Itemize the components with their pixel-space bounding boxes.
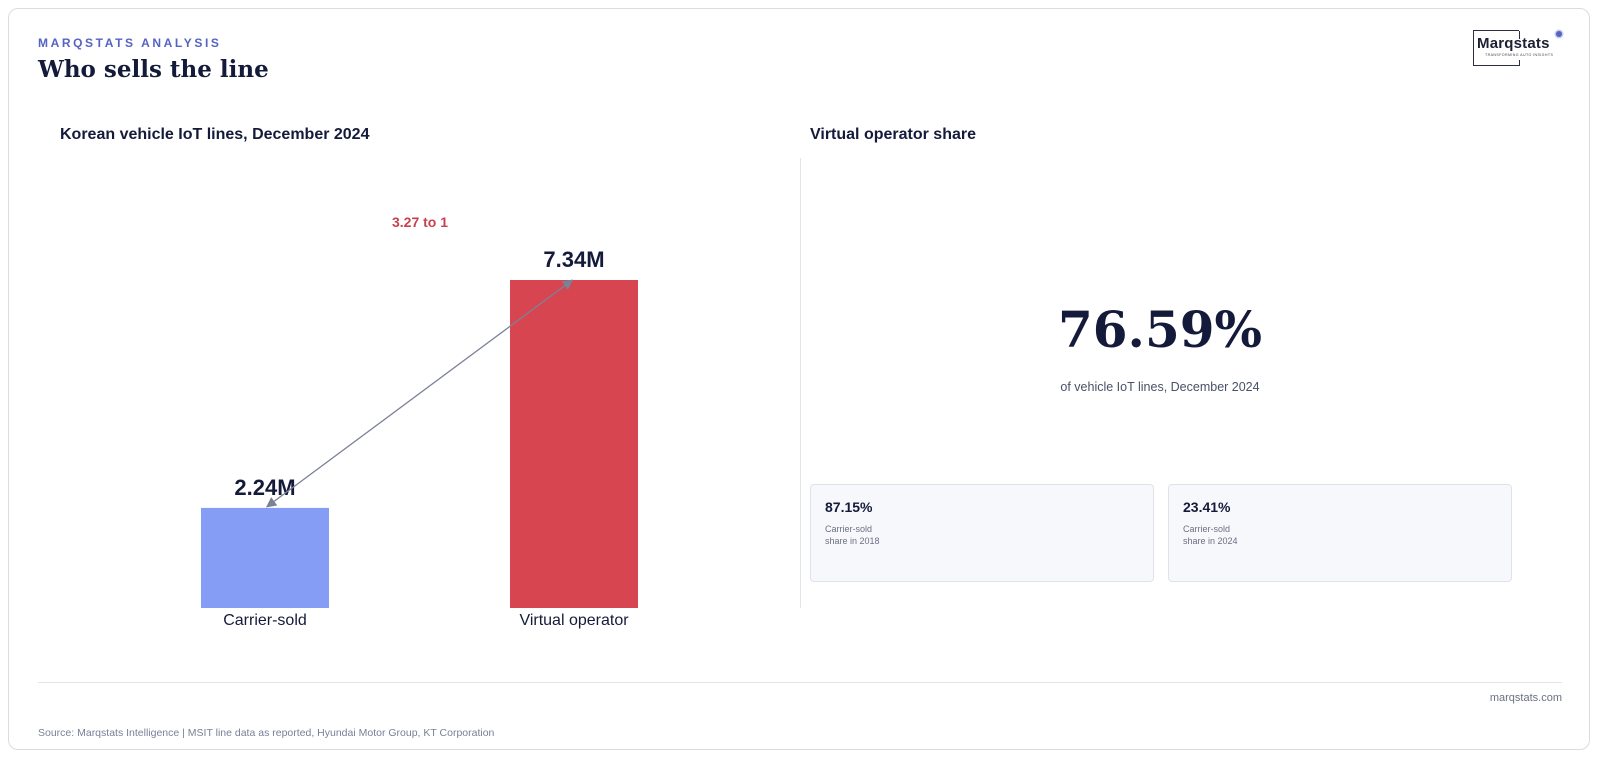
ratio-arrow: [265, 279, 574, 508]
source-note: Source: Marqstats Intelligence | MSIT li…: [38, 727, 495, 739]
page-title: Who sells the line: [38, 56, 269, 83]
bar-value-label: 7.34M: [543, 247, 604, 272]
stat-card-2024: 23.41% Carrier-sold share in 2024: [1168, 484, 1512, 582]
stat-value: 23.41%: [1183, 499, 1231, 515]
bar-value-label: 2.24M: [234, 475, 295, 500]
bar-carrier-sold: [201, 507, 329, 608]
logo-wordmark: Marqstats: [1477, 35, 1550, 52]
logo-tagline: TRANSFORMING AUTO INSIGHTS: [1485, 53, 1554, 57]
site-link[interactable]: marqstats.com: [1489, 692, 1562, 704]
bar-chart: 2.24M Carrier-sold 7.34M Virtual operator 3.…: [201, 214, 638, 629]
ratio-annotation: 3.27 to 1: [392, 214, 448, 230]
stat-card-2018: 87.15% Carrier-sold share in 2018: [810, 484, 1154, 582]
panel-divider: [800, 158, 801, 608]
bar-virtual-operator: [510, 280, 638, 608]
marqstats-logo: Marqstats TRANSFORMING AUTO INSIGHTS: [1473, 28, 1567, 70]
category-label: Virtual operator: [519, 612, 629, 629]
stat-value: 87.15%: [825, 499, 873, 515]
stat-label: Carrier-sold share in 2024: [1183, 524, 1238, 546]
chart-title: Korean vehicle IoT lines, December 2024: [60, 126, 370, 143]
share-big-value: 76.59%: [1057, 300, 1263, 359]
eyebrow-label: MARQSTATS ANALYSIS: [38, 36, 222, 50]
logo-dot-icon: [1556, 31, 1562, 37]
logo-frame: [1473, 30, 1520, 66]
share-big-caption: of vehicle IoT lines, December 2024: [1060, 380, 1260, 394]
footer-divider: [38, 682, 1562, 683]
share-panel-title: Virtual operator share: [810, 126, 976, 143]
category-label: Carrier-sold: [223, 612, 307, 629]
stat-label: Carrier-sold share in 2018: [825, 524, 880, 546]
